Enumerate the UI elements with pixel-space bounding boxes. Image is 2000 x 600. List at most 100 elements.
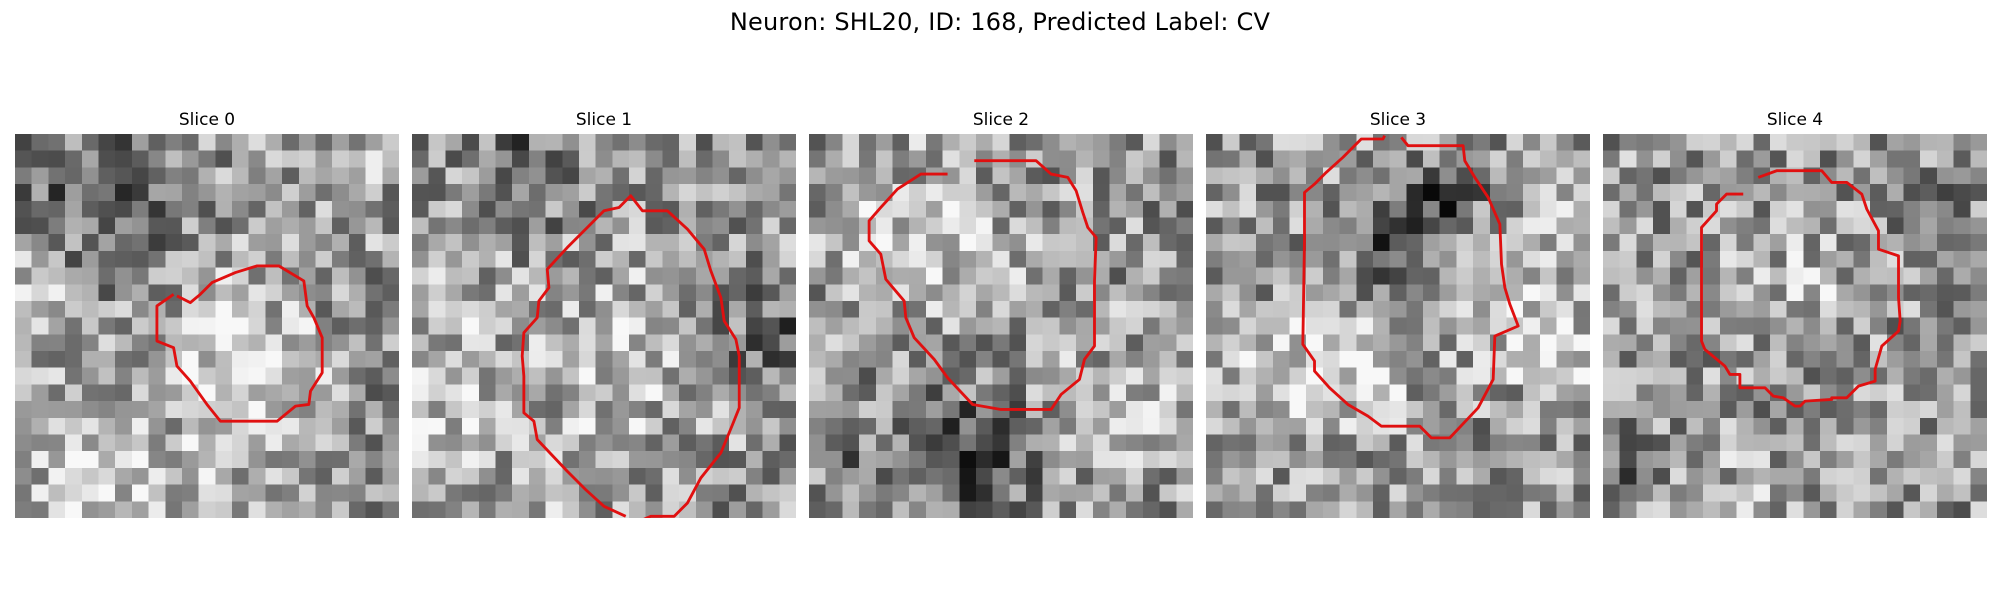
image-pixel: [332, 167, 350, 185]
image-pixel: [1372, 200, 1390, 218]
image-pixel: [1389, 300, 1407, 318]
image-pixel: [1970, 184, 1987, 202]
image-pixel: [1903, 200, 1921, 218]
image-pixel: [1272, 384, 1290, 402]
image-pixel: [1653, 150, 1671, 168]
image-pixel: [909, 250, 927, 268]
image-pixel: [1886, 150, 1904, 168]
image-pixel: [859, 184, 877, 202]
image-pixel: [1059, 384, 1077, 402]
slice-panel-4: Slice 4: [1603, 108, 1987, 518]
image-pixel: [545, 217, 563, 235]
image-pixel: [1669, 434, 1687, 452]
image-pixel: [115, 300, 133, 318]
image-pixel: [1556, 484, 1574, 502]
image-pixel: [382, 300, 399, 318]
image-pixel: [165, 217, 183, 235]
image-pixel: [365, 467, 383, 485]
image-pixel: [825, 451, 843, 469]
image-pixel: [445, 434, 463, 452]
image-pixel: [1339, 317, 1357, 335]
image-pixel: [992, 484, 1010, 502]
image-pixel: [578, 150, 596, 168]
image-pixel: [1026, 451, 1044, 469]
image-pixel: [412, 184, 430, 202]
image-pixel: [1306, 150, 1324, 168]
image-pixel: [1820, 451, 1838, 469]
image-pixel: [1239, 317, 1257, 335]
image-pixel: [265, 434, 283, 452]
image-pixel: [1736, 200, 1754, 218]
image-pixel: [1092, 300, 1110, 318]
image-pixel: [909, 417, 927, 435]
image-pixel: [645, 417, 663, 435]
image-pixel: [1339, 167, 1357, 185]
figure-title: Neuron: SHL20, ID: 168, Predicted Label:…: [729, 8, 1271, 36]
image-pixel: [1256, 334, 1274, 352]
image-pixel: [282, 384, 300, 402]
image-pixel: [148, 134, 166, 152]
image-pixel: [745, 351, 763, 369]
image-pixel: [1556, 334, 1574, 352]
image-pixel: [909, 284, 927, 302]
image-pixel: [1339, 200, 1357, 218]
image-pixel: [115, 384, 133, 402]
image-pixel: [1573, 317, 1590, 335]
image-pixel: [1272, 417, 1290, 435]
image-pixel: [181, 317, 199, 335]
image-pixel: [528, 150, 546, 168]
image-pixel: [478, 501, 496, 518]
image-pixel: [1870, 384, 1888, 402]
image-pixel: [992, 501, 1010, 518]
image-pixel: [942, 401, 960, 419]
image-pixel: [712, 267, 730, 285]
image-pixel: [1736, 451, 1754, 469]
image-pixel: [1920, 434, 1938, 452]
image-pixel: [282, 150, 300, 168]
image-pixel: [215, 134, 233, 152]
image-pixel: [1669, 401, 1687, 419]
image-pixel: [662, 234, 680, 252]
image-pixel: [1636, 250, 1654, 268]
image-pixel: [1970, 267, 1987, 285]
image-pixel: [1820, 250, 1838, 268]
image-pixel: [1322, 451, 1340, 469]
image-pixel: [215, 334, 233, 352]
image-pixel: [148, 184, 166, 202]
image-pixel: [1769, 317, 1787, 335]
image-pixel: [65, 451, 83, 469]
image-pixel: [925, 250, 943, 268]
image-pixel: [875, 384, 893, 402]
image-pixel: [1439, 167, 1457, 185]
image-pixel: [382, 217, 399, 235]
image-pixel: [1159, 417, 1177, 435]
image-pixel: [662, 384, 680, 402]
image-pixel: [1206, 417, 1224, 435]
image-pixel: [1042, 484, 1060, 502]
image-pixel: [1159, 150, 1177, 168]
image-pixel: [1786, 267, 1804, 285]
image-pixel: [1126, 267, 1144, 285]
image-pixel: [1439, 384, 1457, 402]
image-pixel: [181, 217, 199, 235]
image-pixel: [65, 351, 83, 369]
image-pixel: [382, 167, 399, 185]
image-pixel: [265, 200, 283, 218]
image-pixel: [562, 434, 580, 452]
image-pixel: [115, 467, 133, 485]
image-pixel: [662, 467, 680, 485]
image-pixel: [495, 484, 513, 502]
image-pixel: [462, 234, 480, 252]
image-pixel: [445, 351, 463, 369]
image-pixel: [1489, 284, 1507, 302]
image-pixel: [48, 451, 66, 469]
image-pixel: [909, 234, 927, 252]
image-pixel: [462, 417, 480, 435]
image-pixel: [528, 401, 546, 419]
image-pixel: [115, 417, 133, 435]
image-pixel: [1142, 134, 1160, 152]
image-pixel: [1603, 401, 1621, 419]
image-pixel: [612, 467, 630, 485]
image-pixel: [825, 384, 843, 402]
image-pixel: [282, 184, 300, 202]
